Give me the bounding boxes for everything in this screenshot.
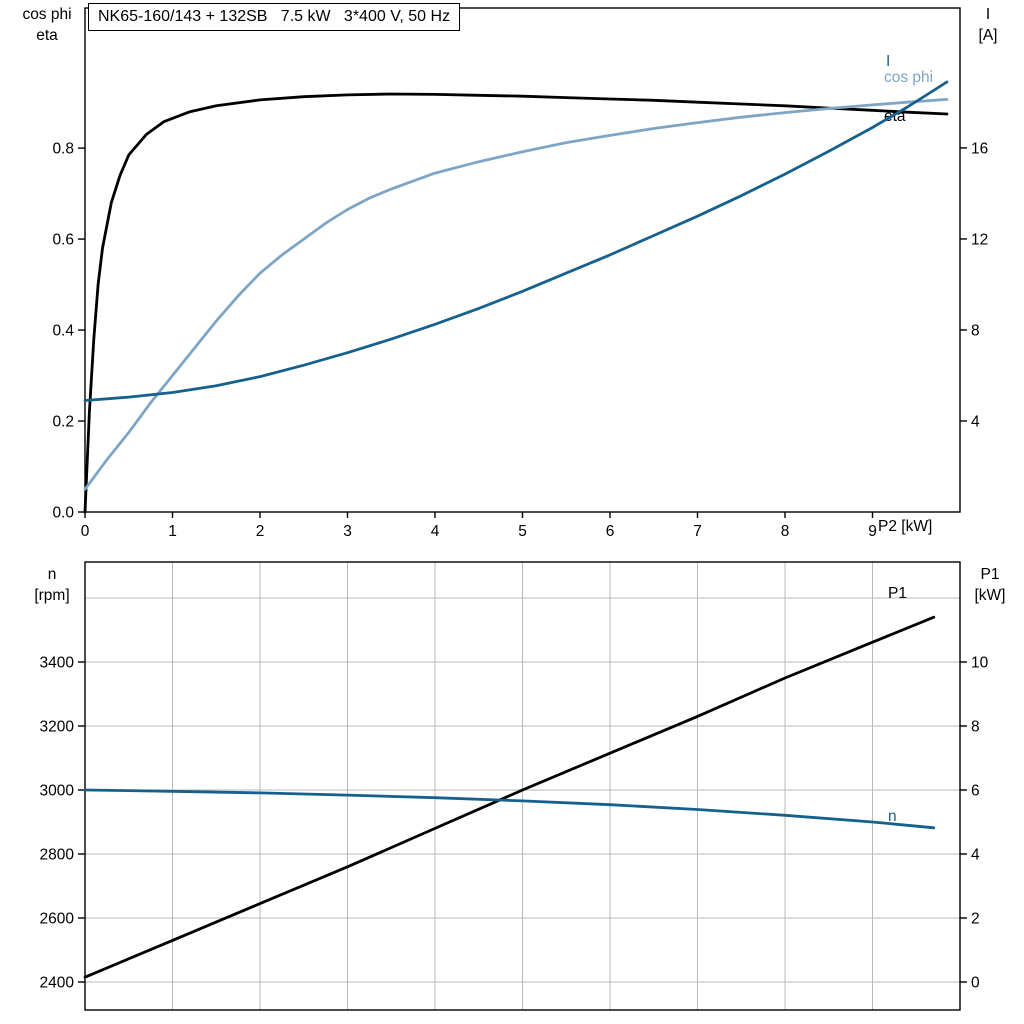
x-tick-label: 9 (868, 523, 877, 540)
y-right-tick-label: 10 (971, 655, 989, 672)
axis-label-n: n (47, 566, 57, 583)
series-current-curve (83, 80, 949, 402)
y-left-tick-label: 2800 (40, 847, 75, 864)
top-left-axis-label: cos phi eta (5, 4, 89, 46)
x-axis-label-p2: P2 [kW] (878, 518, 933, 535)
x-tick-label: 0 (81, 523, 90, 540)
series-p1-curve (83, 615, 936, 979)
bottom-left-axis-label: n [rpm] (10, 564, 94, 606)
x-tick-label: 5 (518, 523, 527, 540)
axis-label-p1: P1 (980, 566, 1000, 583)
axis-label-current-unit: [A] (978, 27, 998, 44)
y-right-tick-label: 4 (971, 413, 980, 430)
y-left-tick-label: 2400 (40, 975, 75, 992)
y-right-tick-label: 4 (971, 847, 980, 864)
bottom-right-axis-label: P1 [kW] (962, 564, 1018, 606)
axis-label-current: I (985, 6, 991, 23)
x-tick-label: 4 (431, 523, 440, 540)
series-cos-phi-curve (83, 98, 949, 491)
y-right-tick-label: 8 (971, 322, 980, 339)
plot-frame (84, 561, 961, 1011)
y-left-tick-label: 3200 (40, 719, 75, 736)
y-left-tick-label: 0.4 (52, 323, 74, 340)
y-right-tick-label: 16 (971, 140, 988, 157)
x-tick-label: 2 (256, 523, 265, 540)
x-tick-label: 1 (168, 523, 177, 540)
top-right-axis-label: I [A] (960, 4, 1016, 46)
y-left-tick-label: 3000 (40, 783, 75, 800)
y-left-tick-label: 0.6 (52, 232, 74, 249)
y-right-tick-label: 8 (971, 719, 980, 736)
y-left-tick-label: 0.8 (52, 141, 74, 158)
axis-label-eta: eta (36, 27, 58, 44)
series-eta-curve (83, 92, 949, 514)
y-right-tick-label: 12 (971, 231, 988, 248)
x-tick-label: 8 (781, 523, 790, 540)
chart-title-box: NK65-160/143 + 132SB 7.5 kW 3*400 V, 50 … (88, 3, 461, 31)
y-right-tick-label: 2 (971, 911, 980, 928)
x-tick-label: 6 (606, 523, 615, 540)
y-right-tick-label: 0 (971, 975, 980, 992)
series-label-cos-phi: cos phi (884, 69, 933, 86)
y-left-tick-label: 2600 (40, 911, 75, 928)
x-tick-label: 3 (343, 523, 352, 540)
plot-frame (84, 7, 961, 513)
y-left-tick-label: 0.0 (52, 505, 74, 522)
axis-label-p1-unit: [kW] (974, 587, 1006, 604)
series-label-p1: P1 (888, 585, 907, 602)
x-tick-label: 7 (693, 523, 702, 540)
y-right-tick-label: 6 (971, 783, 980, 800)
chart-bottom: 2400 2600 2800 3000 3200 3400 0 2 4 6 8 10 P1 n (40, 561, 989, 1011)
y-left-tick-label: 3400 (40, 655, 75, 672)
axis-label-n-unit: [rpm] (34, 587, 70, 604)
series-label-current: I (886, 53, 890, 70)
axis-label-cos-phi: cos phi (22, 6, 72, 23)
y-left-tick-label: 0.2 (52, 414, 74, 431)
series-label-speed: n (888, 808, 897, 825)
series-speed-curve (83, 788, 936, 830)
